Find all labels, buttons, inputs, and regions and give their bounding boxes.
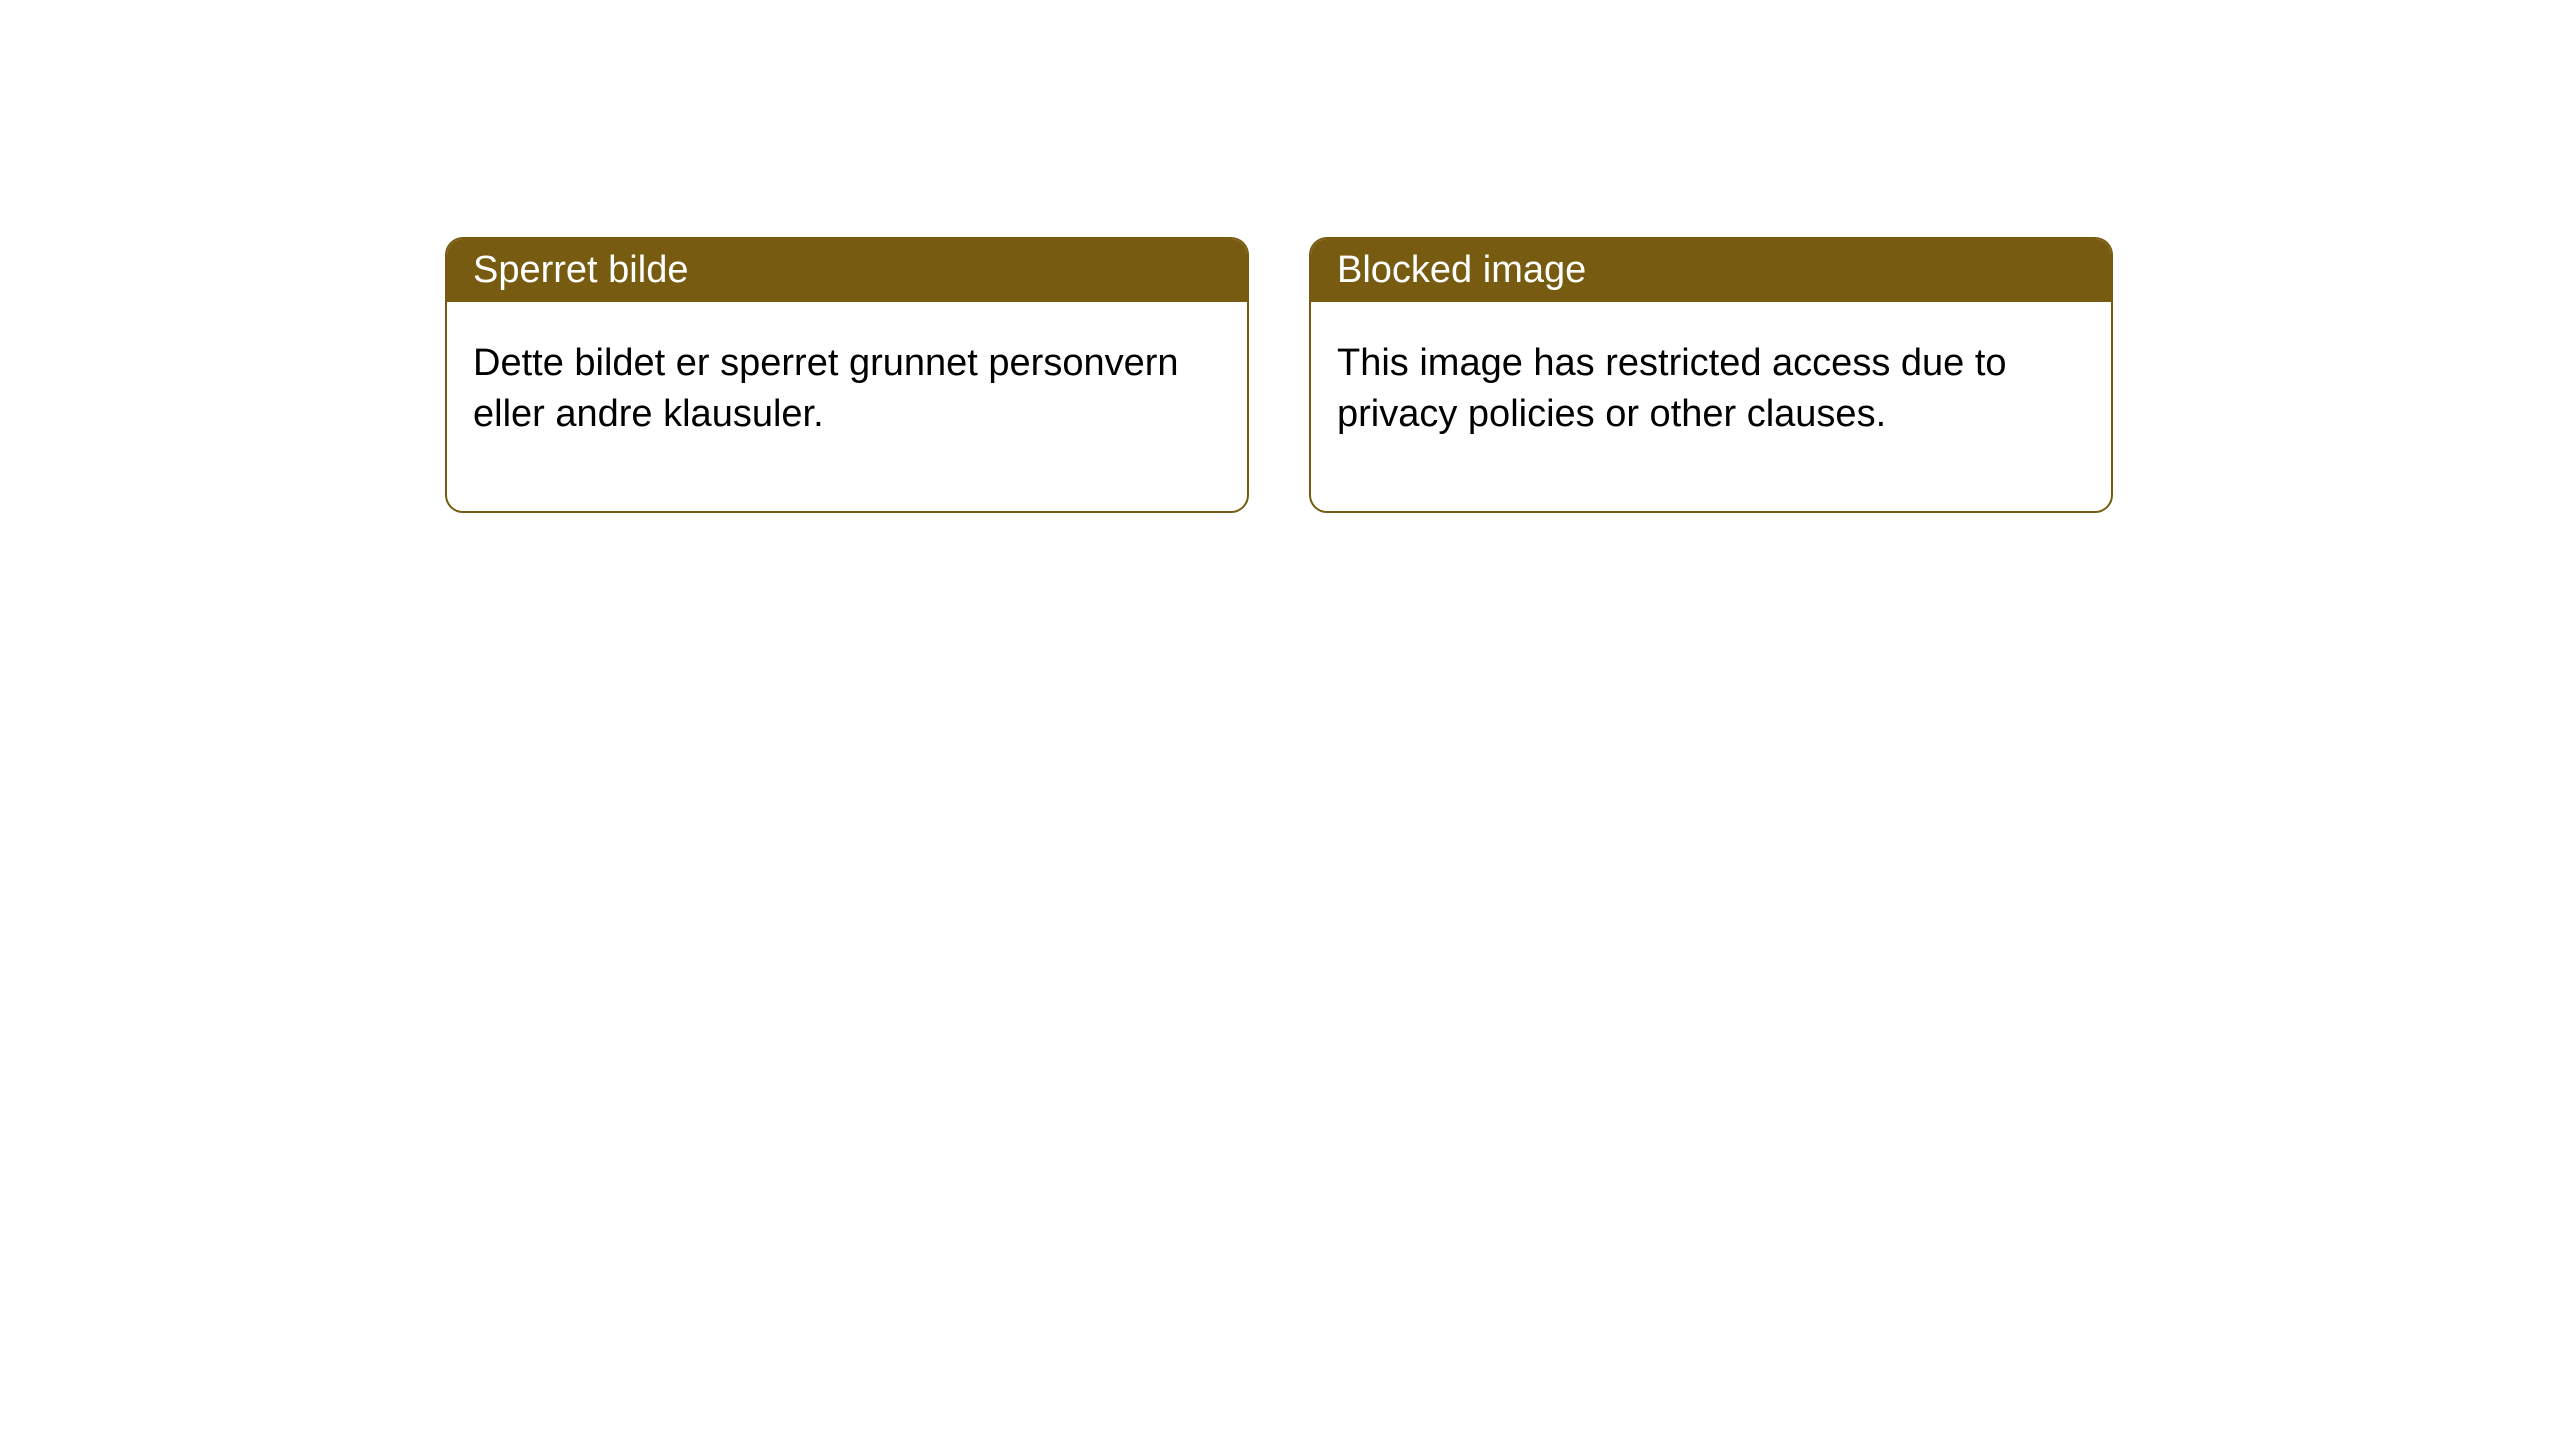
blocked-image-card-english: Blocked image This image has restricted … [1309, 237, 2113, 513]
card-body-norwegian: Dette bildet er sperret grunnet personve… [447, 302, 1247, 511]
card-title-english: Blocked image [1311, 239, 2111, 302]
notice-cards-container: Sperret bilde Dette bildet er sperret gr… [445, 237, 2113, 513]
card-body-english: This image has restricted access due to … [1311, 302, 2111, 511]
card-title-norwegian: Sperret bilde [447, 239, 1247, 302]
blocked-image-card-norwegian: Sperret bilde Dette bildet er sperret gr… [445, 237, 1249, 513]
